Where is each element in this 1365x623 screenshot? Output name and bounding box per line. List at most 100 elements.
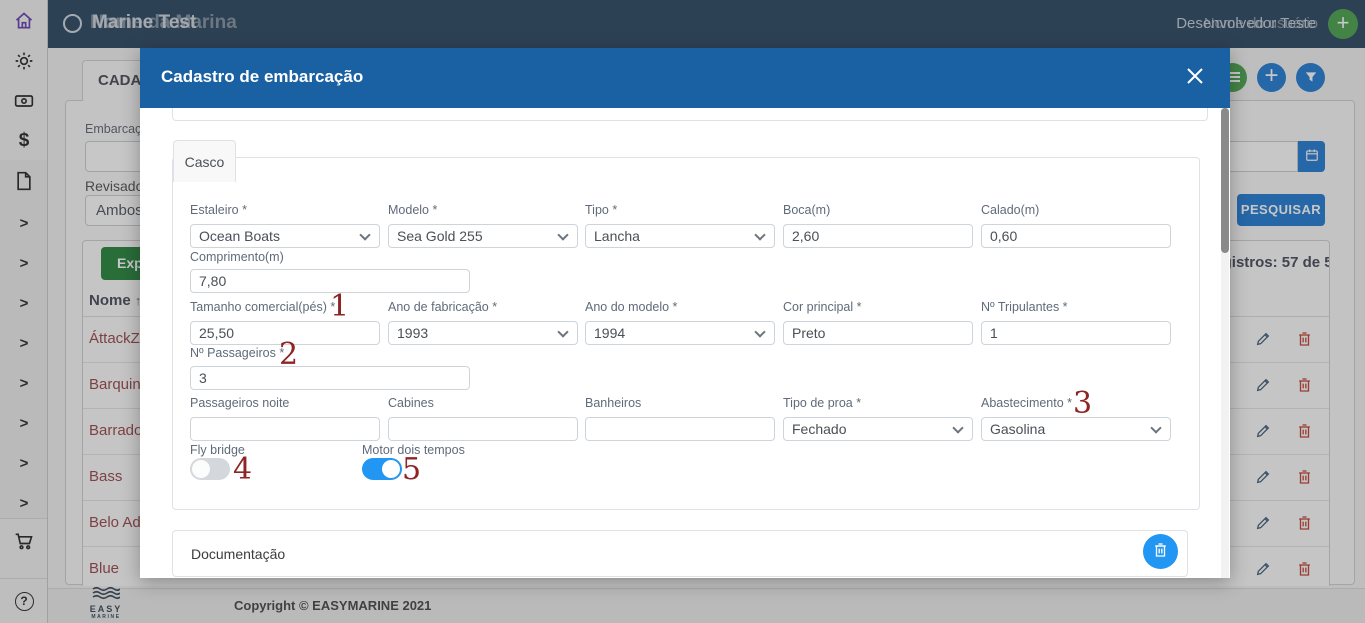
sidebar-item-expand-1[interactable]: >	[0, 215, 48, 232]
chevron-right-icon: >	[19, 415, 29, 432]
nome-column-header[interactable]: Nome	[89, 292, 131, 309]
chevron-right-icon: >	[19, 295, 29, 312]
add-button[interactable]: +	[1328, 9, 1358, 39]
edit-button[interactable]	[1255, 377, 1273, 395]
page-footer: EASY MARINE Copyright © EASYMARINE 2021	[48, 586, 1365, 623]
tipo-proa-select[interactable]: Fechado	[783, 417, 973, 441]
edit-button[interactable]	[1255, 515, 1273, 533]
ano-fabricacao-label: Ano de fabricação *	[388, 300, 498, 314]
cor-principal-input[interactable]	[783, 321, 973, 345]
edit-button[interactable]	[1255, 561, 1273, 579]
passageiros-label: Nº Passageiros *	[190, 346, 285, 360]
sidebar-item-expand-4[interactable]: >	[0, 335, 48, 352]
sidebar-item-cash[interactable]	[0, 91, 48, 111]
chevron-down-icon	[557, 326, 569, 338]
cabines-label: Cabines	[388, 396, 434, 410]
annotation-4: 4	[233, 452, 253, 487]
calado-input[interactable]	[981, 224, 1171, 248]
chevron-down-icon	[754, 326, 766, 338]
marina-name: Marine Test	[92, 12, 197, 33]
sidebar-item-shop[interactable]	[0, 531, 48, 551]
modal-header: Cadastro de embarcação	[140, 48, 1230, 108]
embarcacao-label: Embarcação	[85, 122, 156, 136]
delete-button[interactable]	[1297, 331, 1315, 349]
sidebar-item-expand-5[interactable]: >	[0, 375, 48, 392]
sidebar-item-billing[interactable]: $	[0, 130, 48, 152]
user-name-placeholder: Nome do usuário	[1203, 15, 1318, 32]
revisado-label: Revisado	[85, 178, 144, 194]
add-record-button[interactable]: +	[1257, 63, 1286, 92]
ano-modelo-label: Ano do modelo *	[585, 300, 678, 314]
casco-section-card	[172, 157, 1200, 510]
vessel-link[interactable]: ÁttackZ	[89, 330, 140, 347]
sidebar-item-expand-3[interactable]: >	[0, 295, 48, 312]
banheiros-input[interactable]	[585, 417, 775, 441]
filter-icon	[1305, 72, 1316, 82]
delete-button[interactable]	[1297, 377, 1315, 395]
fly-bridge-label: Fly bridge	[190, 443, 245, 457]
modal-scrollbar-track[interactable]	[1221, 108, 1229, 578]
tipo-select[interactable]: Lancha	[585, 224, 775, 248]
sidebar-item-expand-2[interactable]: >	[0, 255, 48, 272]
vessel-link[interactable]: Barquinh	[89, 376, 150, 393]
vessel-link[interactable]: Bass	[89, 468, 123, 485]
tab-casco[interactable]: Casco	[173, 140, 236, 182]
delete-button[interactable]	[1297, 469, 1315, 487]
modelo-select[interactable]: Sea Gold 255	[388, 224, 578, 248]
chevron-right-icon: >	[19, 335, 29, 352]
estaleiro-select[interactable]: Ocean Boats	[190, 224, 380, 248]
trash-icon	[1299, 516, 1310, 530]
sidebar-item-settings[interactable]	[0, 51, 48, 71]
calendar-button[interactable]	[1298, 141, 1325, 172]
edit-button[interactable]	[1255, 331, 1273, 349]
close-button[interactable]	[1186, 67, 1210, 91]
boca-input[interactable]	[783, 224, 973, 248]
calendar-icon	[1305, 149, 1318, 161]
help-icon: ?	[14, 592, 34, 611]
passageiros-noite-input[interactable]	[190, 417, 380, 441]
modelo-label: Modelo *	[388, 203, 438, 217]
vessel-link[interactable]: Blue	[89, 560, 120, 577]
ano-fabricacao-select[interactable]: 1993	[388, 321, 578, 345]
table-row: Blue	[83, 547, 1329, 586]
easymarine-logo: EASY MARINE	[76, 586, 136, 621]
edit-button[interactable]	[1255, 423, 1273, 441]
vessel-link[interactable]: Barrados	[89, 422, 150, 439]
tamanho-comercial-input[interactable]	[190, 321, 380, 345]
fly-bridge-toggle[interactable]	[190, 458, 230, 480]
chevron-down-icon	[952, 422, 964, 434]
delete-button[interactable]	[1297, 423, 1315, 441]
filter-button[interactable]	[1296, 63, 1325, 92]
file-icon	[0, 171, 48, 191]
sidebar-item-expand-7[interactable]: >	[0, 455, 48, 472]
chevron-right-icon: >	[19, 375, 29, 392]
sidebar-item-home[interactable]	[0, 11, 48, 31]
documentacao-section[interactable]: Documentação	[172, 530, 1188, 577]
ano-modelo-select[interactable]: 1994	[585, 321, 775, 345]
vessel-link[interactable]: Belo Ade	[89, 514, 150, 531]
chevron-down-icon	[359, 229, 371, 241]
copyright-text: Copyright © EASYMARINE 2021	[234, 598, 432, 613]
motor-dois-tempos-toggle[interactable]	[362, 458, 402, 480]
abastecimento-select[interactable]: Gasolina	[981, 417, 1171, 441]
sidebar-item-expand-6[interactable]: >	[0, 415, 48, 432]
edit-button[interactable]	[1255, 469, 1273, 487]
tripulantes-input[interactable]	[981, 321, 1171, 345]
delete-button[interactable]	[1297, 561, 1315, 579]
chevron-right-icon: >	[19, 215, 29, 232]
cabines-input[interactable]	[388, 417, 578, 441]
comprimento-input[interactable]	[190, 269, 470, 293]
chevron-down-icon	[754, 229, 766, 241]
trash-icon	[1299, 562, 1310, 576]
sidebar-item-help[interactable]: ?	[0, 592, 48, 611]
pesquisar-button[interactable]: PESQUISAR	[1237, 194, 1325, 226]
cadastro-embarcacao-modal: Cadastro de embarcação Casco Estaleiro *…	[140, 48, 1230, 578]
sidebar-item-documents[interactable]	[0, 171, 48, 191]
documentacao-delete-button[interactable]	[1143, 534, 1178, 569]
passageiros-input[interactable]	[190, 366, 470, 390]
modal-scrollbar-thumb[interactable]	[1221, 108, 1229, 253]
sidebar-item-expand-8[interactable]: >	[0, 495, 48, 512]
modal-title: Cadastro de embarcação	[161, 67, 364, 86]
results-count: Registros: 57 de 57	[1203, 254, 1330, 271]
delete-button[interactable]	[1297, 515, 1315, 533]
